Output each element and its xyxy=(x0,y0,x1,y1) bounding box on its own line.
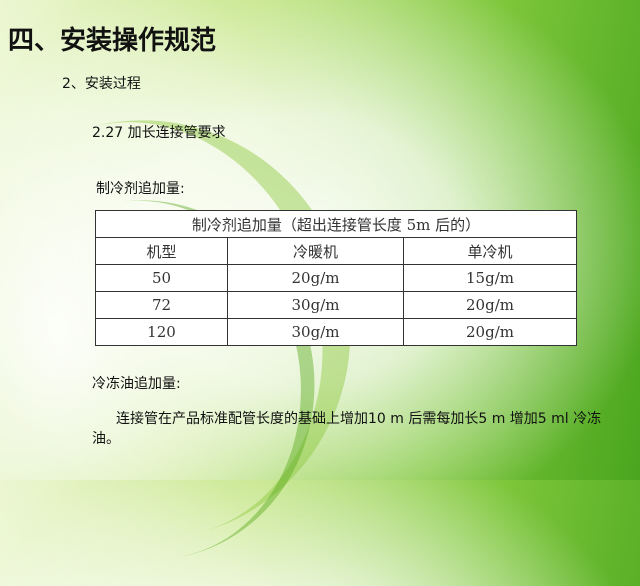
refrigerant-label: 制冷剂追加量: xyxy=(96,181,185,197)
table-row: 72 30g/m 20g/m xyxy=(95,291,577,319)
section-title: 2、安装过程 xyxy=(62,76,141,92)
subsection-title: 2.27 加长连接管要求 xyxy=(92,125,226,141)
column-header: 单冷机 xyxy=(403,237,577,265)
oil-label: 冷冻油追加量: xyxy=(92,376,181,392)
page-title: 四、安装操作规范 xyxy=(8,26,217,56)
column-header: 冷暖机 xyxy=(227,237,404,265)
column-header: 机型 xyxy=(95,237,228,265)
table-cell: 72 xyxy=(95,291,228,319)
table-cell: 15g/m xyxy=(403,264,577,292)
table-title-row: 制冷剂追加量（超出连接管长度 5m 后的） xyxy=(95,210,577,238)
refrigerant-table: 制冷剂追加量（超出连接管长度 5m 后的） 机型 冷暖机 单冷机 50 20g/… xyxy=(95,210,577,346)
table-cell: 20g/m xyxy=(227,264,404,292)
table-row: 120 30g/m 20g/m xyxy=(95,318,577,346)
oil-text: 连接管在产品标准配管长度的基础上增加10 m 后需每加长5 m 增加5 ml 冷… xyxy=(92,411,602,447)
table-cell: 20g/m xyxy=(403,291,577,319)
table-cell: 50 xyxy=(95,264,228,292)
table-header-row: 机型 冷暖机 单冷机 xyxy=(95,237,577,265)
table-cell: 120 xyxy=(95,318,228,346)
table-cell: 30g/m xyxy=(227,291,404,319)
table-title: 制冷剂追加量（超出连接管长度 5m 后的） xyxy=(95,210,577,238)
table-cell: 20g/m xyxy=(403,318,577,346)
table-row: 50 20g/m 15g/m xyxy=(95,264,577,292)
table-cell: 30g/m xyxy=(227,318,404,346)
